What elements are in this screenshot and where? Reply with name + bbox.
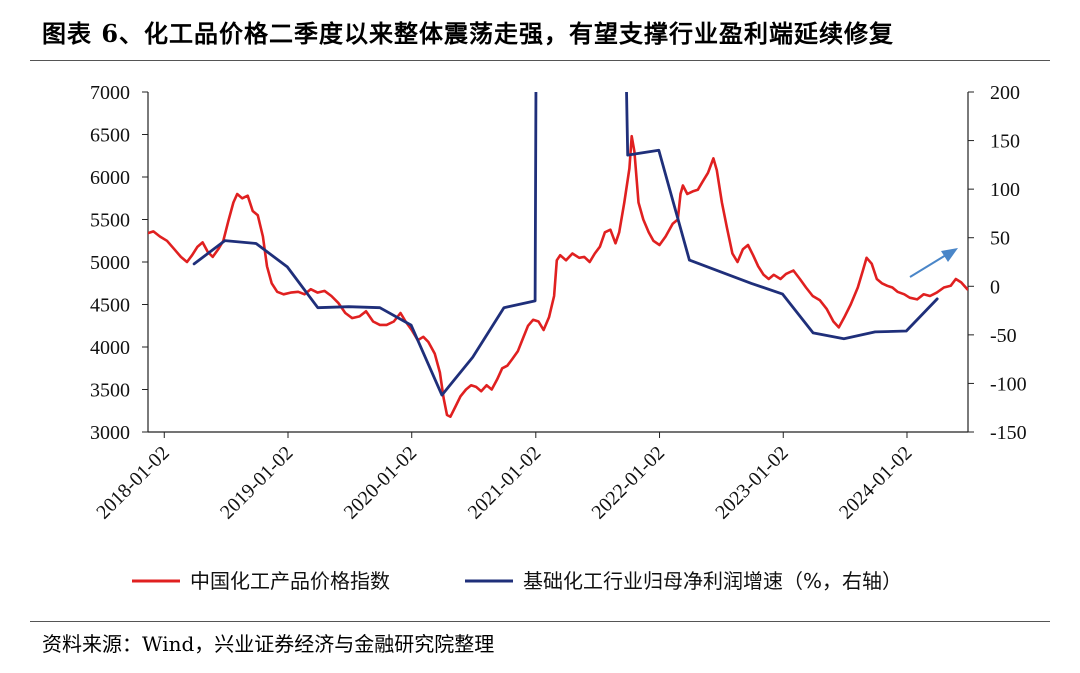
left-tick-label: 6500 <box>90 125 130 147</box>
left-tick-label: 4500 <box>90 295 130 317</box>
trend-arrow-head <box>941 248 958 262</box>
series-layer <box>148 92 968 419</box>
annotation-layer <box>909 248 958 278</box>
series-line-price-index <box>148 134 968 419</box>
legend: 中国化工产品价格指数 基础化工行业归母净利润增速（%，右轴） <box>132 569 902 593</box>
left-tick-label: 3500 <box>90 380 130 402</box>
chart-title: 图表 6、化工品价格二季度以来整体震荡走强，有望支撑行业盈利端延续修复 <box>42 19 895 48</box>
series-line-profit-growth <box>192 92 939 397</box>
left-tick-label: 7000 <box>90 82 130 104</box>
x-tick-label: 2024-01-02 <box>835 442 917 524</box>
x-tick-label: 2020-01-02 <box>340 442 422 524</box>
x-tick-label: 2018-01-02 <box>92 442 174 524</box>
right-tick-label: -100 <box>990 373 1027 395</box>
right-tick-label: 0 <box>990 276 1000 298</box>
source-note: 资料来源：Wind，兴业证券经济与金融研究院整理 <box>42 632 495 656</box>
x-tick-label: 2023-01-02 <box>711 442 793 524</box>
chart-canvas: 3000 3500 4000 4500 5000 5500 6000 6500 7000 -150… <box>90 82 1027 593</box>
left-tick-label: 4000 <box>90 337 130 359</box>
left-tick-label: 5500 <box>90 210 130 232</box>
right-tick-label: -50 <box>990 325 1017 347</box>
right-tick-label: -150 <box>990 422 1027 444</box>
x-tick-label: 2019-01-02 <box>216 442 298 524</box>
x-tick-label: 2021-01-02 <box>464 442 546 524</box>
right-tick-label: 200 <box>990 82 1020 104</box>
left-tick-label: 3000 <box>90 422 130 444</box>
x-tick-label: 2022-01-02 <box>588 442 670 524</box>
right-tick-label: 50 <box>990 228 1010 250</box>
left-tick-label: 5000 <box>90 252 130 274</box>
left-tick-label: 6000 <box>90 167 130 189</box>
series-clip-group <box>148 92 968 419</box>
legend-label-profit-growth: 基础化工行业归母净利润增速（%，右轴） <box>523 569 902 593</box>
plot-frame: 3000 3500 4000 4500 5000 5500 6000 6500 7000 -150… <box>90 82 1027 524</box>
right-tick-label: 100 <box>990 179 1020 201</box>
bottom-divider <box>30 621 1050 622</box>
legend-label-price-index: 中国化工产品价格指数 <box>190 569 390 593</box>
top-divider <box>30 60 1050 61</box>
right-tick-label: 150 <box>990 131 1020 153</box>
trend-arrow-shaft <box>909 254 947 278</box>
